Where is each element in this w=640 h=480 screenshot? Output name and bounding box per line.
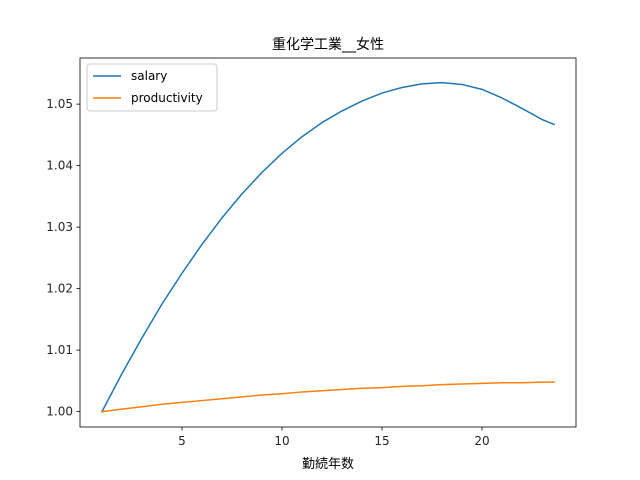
y-tick-label: 1.02 bbox=[46, 282, 73, 296]
y-tick-label: 1.05 bbox=[46, 97, 73, 111]
series-line-productivity bbox=[101, 381, 555, 413]
y-tick-label: 1.01 bbox=[46, 343, 73, 357]
y-tick-label: 1.00 bbox=[46, 405, 73, 419]
x-tick-label: 5 bbox=[178, 434, 186, 448]
x-tick-label: 15 bbox=[374, 434, 389, 448]
chart-title: 重化学工業__女性 bbox=[272, 36, 384, 53]
x-tick-label: 10 bbox=[274, 434, 289, 448]
legend-label-productivity: productivity bbox=[131, 91, 203, 105]
y-tick-label: 1.04 bbox=[46, 159, 73, 173]
y-tick-label: 1.03 bbox=[46, 220, 73, 234]
x-axis-title: 勤続年数 bbox=[302, 457, 354, 472]
legend-label-salary: salary bbox=[131, 69, 167, 83]
x-tick-label: 20 bbox=[474, 434, 489, 448]
plot-area: 5 10 15 20 1.00 1.01 1.02 1.03 1.04 1.05 bbox=[46, 57, 577, 448]
axes-frame bbox=[79, 57, 577, 428]
series-line-salary bbox=[100, 81, 555, 413]
legend: salary productivity bbox=[86, 63, 218, 112]
